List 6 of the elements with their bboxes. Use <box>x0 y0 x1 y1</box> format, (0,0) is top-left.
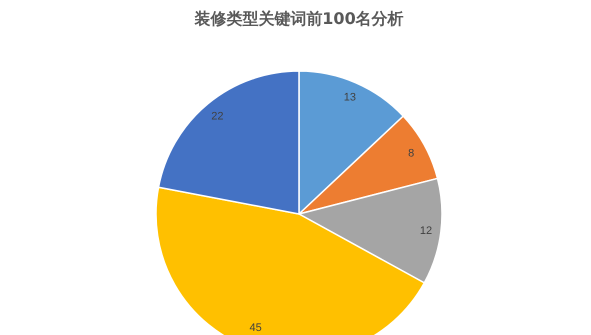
chart-title: 装修类型关键词前100名分析 <box>193 9 404 28</box>
data-label: 22 <box>211 110 224 122</box>
data-label: 8 <box>408 147 414 160</box>
data-label: 45 <box>250 322 262 334</box>
data-label: 12 <box>420 225 432 238</box>
data-label: 13 <box>344 92 356 104</box>
